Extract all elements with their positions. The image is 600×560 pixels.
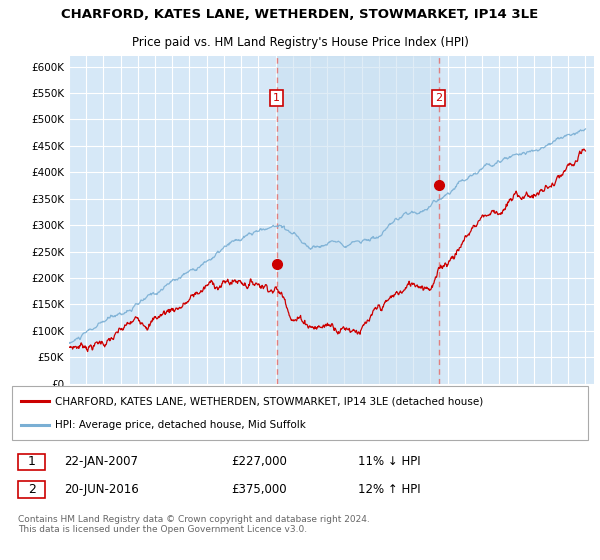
Bar (277, 56, 439, 384)
Text: 2: 2 (435, 94, 442, 103)
Text: Price paid vs. HM Land Registry's House Price Index (HPI): Price paid vs. HM Land Registry's House … (131, 36, 469, 49)
Text: 1: 1 (273, 94, 280, 103)
Text: 11% ↓ HPI: 11% ↓ HPI (358, 455, 420, 468)
Text: 2: 2 (28, 483, 35, 496)
Bar (18, 454, 46, 470)
Text: 1: 1 (28, 455, 35, 468)
Text: £227,000: £227,000 (231, 455, 287, 468)
Text: Contains HM Land Registry data © Crown copyright and database right 2024.
This d: Contains HM Land Registry data © Crown c… (18, 515, 370, 534)
Text: CHARFORD, KATES LANE, WETHERDEN, STOWMARKET, IP14 3LE (detached house): CHARFORD, KATES LANE, WETHERDEN, STOWMAR… (55, 396, 484, 407)
Text: HPI: Average price, detached house, Mid Suffolk: HPI: Average price, detached house, Mid … (55, 419, 306, 430)
Text: £375,000: £375,000 (231, 483, 287, 496)
Text: 12% ↑ HPI: 12% ↑ HPI (358, 483, 420, 496)
Bar (18, 481, 46, 498)
Text: 22-JAN-2007: 22-JAN-2007 (64, 455, 138, 468)
Text: CHARFORD, KATES LANE, WETHERDEN, STOWMARKET, IP14 3LE: CHARFORD, KATES LANE, WETHERDEN, STOWMAR… (61, 8, 539, 21)
Text: 20-JUN-2016: 20-JUN-2016 (64, 483, 139, 496)
